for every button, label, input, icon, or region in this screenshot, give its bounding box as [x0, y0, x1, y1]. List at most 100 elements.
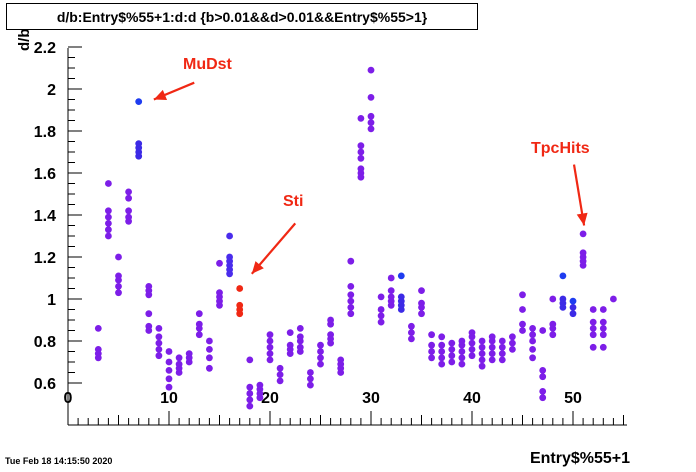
- data-point: [155, 352, 163, 360]
- annotation-label: TpcHits: [531, 140, 590, 157]
- data-point: [115, 272, 122, 280]
- data-point: [105, 213, 112, 221]
- data-point: [327, 316, 334, 324]
- data-point: [206, 346, 213, 353]
- data-point: [599, 343, 607, 351]
- annotation-arrowhead: [251, 261, 264, 274]
- data-point: [125, 207, 132, 215]
- data-point: [367, 119, 375, 126]
- data-point: [509, 339, 516, 347]
- data-point: [448, 352, 456, 360]
- data-point: [468, 339, 476, 347]
- data-point: [387, 293, 395, 301]
- data-point: [539, 367, 547, 374]
- data-point: [357, 115, 365, 122]
- data-point: [408, 329, 415, 336]
- data-point: [357, 142, 365, 150]
- data-point: [579, 249, 587, 257]
- data-point: [125, 194, 132, 202]
- data-point: [579, 230, 587, 238]
- data-point: [296, 333, 304, 341]
- y-tick-label: 2.2: [34, 40, 56, 57]
- data-point: [226, 232, 234, 240]
- data-point: [347, 304, 355, 311]
- annotation-arrowhead: [576, 212, 588, 226]
- data-point: [448, 346, 456, 353]
- data-point: [377, 306, 385, 313]
- data-point: [115, 253, 122, 261]
- data-point: [307, 375, 314, 383]
- data-point: [276, 371, 284, 378]
- data-point: [317, 341, 324, 349]
- timestamp: Tue Feb 18 14:15:50 2020: [5, 456, 113, 466]
- annotation-arrowhead: [153, 89, 168, 100]
- data-point: [165, 358, 173, 366]
- data-point: [428, 331, 435, 339]
- data-point: [125, 188, 132, 196]
- data-point: [498, 343, 506, 351]
- data-point: [458, 360, 466, 368]
- data-point: [206, 364, 213, 372]
- data-point: [610, 295, 617, 303]
- data-point: [428, 354, 435, 362]
- data-point: [488, 356, 496, 364]
- data-point: [155, 346, 163, 353]
- data-point: [175, 360, 183, 368]
- data-point: [377, 312, 385, 320]
- data-point: [367, 94, 375, 101]
- data-point: [155, 325, 163, 332]
- data-point: [347, 257, 355, 265]
- data-point: [428, 341, 435, 349]
- data-point: [438, 360, 446, 368]
- data-point: [307, 381, 314, 389]
- data-point: [529, 331, 536, 339]
- data-point: [458, 354, 466, 362]
- data-point: [478, 350, 486, 357]
- data-point: [105, 232, 112, 240]
- data-point: [105, 207, 112, 215]
- data-point: [266, 331, 274, 339]
- data-point: [105, 180, 112, 187]
- data-point: [387, 274, 395, 282]
- data-point: [266, 337, 274, 345]
- data-point: [347, 283, 355, 290]
- data-point: [418, 310, 425, 318]
- data-point: [478, 343, 486, 351]
- data-point: [498, 337, 506, 345]
- data-point: [438, 348, 446, 355]
- data-point: [206, 354, 213, 362]
- data-point: [155, 339, 163, 347]
- data-point: [539, 327, 547, 334]
- data-point: [216, 289, 223, 297]
- data-point: [468, 352, 476, 360]
- data-point: [145, 283, 153, 290]
- x-tick-label: 30: [362, 390, 380, 407]
- data-point: [519, 291, 526, 299]
- data-point: [458, 348, 466, 355]
- data-point: [135, 98, 143, 105]
- data-point: [367, 66, 375, 74]
- data-point: [105, 226, 112, 234]
- data-point: [145, 322, 153, 330]
- y-axis-label: d/b: [16, 28, 33, 52]
- data-point: [195, 331, 203, 339]
- data-point: [226, 253, 234, 261]
- data-point: [539, 394, 547, 402]
- y-tick-label: 1.8: [34, 124, 56, 141]
- data-point: [397, 272, 405, 280]
- x-tick-label: 20: [261, 390, 279, 407]
- data-point: [509, 346, 516, 353]
- data-point: [165, 348, 173, 355]
- data-point: [296, 343, 304, 351]
- data-point: [317, 360, 324, 368]
- data-point: [589, 331, 597, 339]
- data-point: [448, 339, 456, 347]
- data-point: [135, 140, 143, 148]
- data-point: [317, 348, 324, 355]
- x-tick-label: 10: [160, 390, 178, 407]
- data-point: [347, 310, 355, 318]
- data-point: [488, 350, 496, 357]
- data-point: [468, 346, 476, 353]
- data-point: [498, 350, 506, 357]
